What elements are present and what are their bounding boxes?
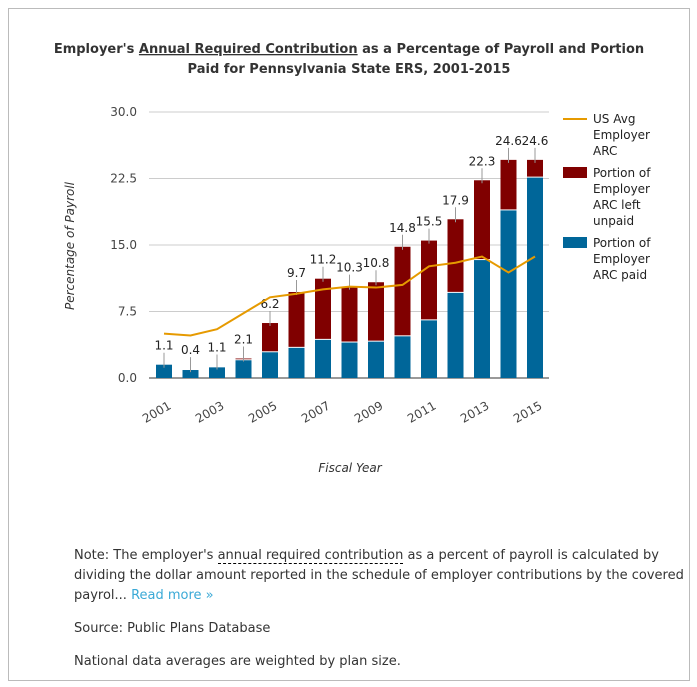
x-tick-label: 2013 bbox=[458, 398, 491, 425]
bar-unpaid-2009 bbox=[368, 282, 384, 341]
legend-label: US Avg bbox=[593, 112, 635, 126]
y-tick-label: 7.5 bbox=[118, 305, 137, 319]
bar-paid-2001 bbox=[156, 364, 172, 378]
y-tick-label: 15.0 bbox=[110, 238, 137, 252]
data-label: 14.8 bbox=[389, 221, 416, 235]
bar-paid-2013 bbox=[474, 260, 490, 378]
data-label: 11.2 bbox=[310, 253, 337, 267]
data-label: 6.2 bbox=[260, 297, 279, 311]
data-label: 10.8 bbox=[363, 256, 390, 270]
legend-label: ARC paid bbox=[593, 268, 647, 282]
y-tick-label: 22.5 bbox=[110, 172, 137, 186]
y-tick-label: 30.0 bbox=[110, 105, 137, 119]
x-tick-label: 2001 bbox=[140, 398, 173, 425]
bar-paid-2002 bbox=[182, 370, 199, 378]
weighting-text: National data averages are weighted by p… bbox=[74, 654, 401, 669]
bar-paid-2008 bbox=[341, 342, 358, 378]
legend-label: Employer bbox=[593, 128, 650, 142]
data-label: 24.6 bbox=[522, 134, 549, 148]
bar-unpaid-2014 bbox=[500, 159, 517, 210]
bar-unpaid-2006 bbox=[288, 291, 305, 347]
bar-unpaid-2010 bbox=[394, 246, 411, 336]
legend-label: Employer bbox=[593, 182, 650, 196]
bar-unpaid-2012 bbox=[447, 219, 464, 292]
x-tick-label: 2015 bbox=[511, 398, 544, 425]
x-tick-label: 2005 bbox=[246, 398, 279, 425]
data-label: 17.9 bbox=[442, 193, 469, 207]
bar-paid-2012 bbox=[447, 292, 464, 378]
x-tick-label: 2007 bbox=[299, 398, 332, 425]
us-avg-line bbox=[163, 255, 536, 337]
bar-paid-2015 bbox=[527, 177, 543, 378]
data-label: 22.3 bbox=[469, 154, 496, 168]
bar-paid-2014 bbox=[500, 210, 517, 378]
bar-paid-2006 bbox=[288, 347, 305, 378]
bar-unpaid-2015 bbox=[527, 159, 543, 177]
chart: Employer's Annual Required Contribution … bbox=[54, 42, 651, 475]
bar-paid-2010 bbox=[394, 336, 411, 378]
chart-card: Employer's Annual Required Contribution … bbox=[8, 8, 690, 681]
notes: Note: The employer's annual required con… bbox=[74, 546, 694, 685]
legend-label: Employer bbox=[593, 252, 650, 266]
x-tick-label: 2003 bbox=[193, 398, 226, 425]
bar-unpaid-2011 bbox=[421, 240, 437, 320]
y-axis-title: Percentage of Payroll bbox=[63, 181, 77, 310]
bar-paid-2007 bbox=[315, 339, 331, 378]
x-tick-label: 2011 bbox=[405, 398, 438, 425]
bar-unpaid-2013 bbox=[474, 180, 490, 260]
data-label: 9.7 bbox=[287, 266, 306, 280]
bar-paid-2004 bbox=[235, 360, 252, 378]
data-label: 15.5 bbox=[416, 215, 443, 229]
source-text: Source: Public Plans Database bbox=[74, 621, 271, 636]
y-tick-label: 0.0 bbox=[118, 371, 137, 385]
chart-title-line1: Employer's Annual Required Contribution … bbox=[54, 42, 644, 57]
chart-title-line2: Paid for Pennsylvania State ERS, 2001-20… bbox=[188, 62, 511, 77]
bar-paid-2003 bbox=[209, 367, 225, 378]
data-label: 24.6 bbox=[495, 134, 522, 148]
note-text: Note: The employer's annual required con… bbox=[74, 548, 684, 603]
data-label: 10.3 bbox=[336, 261, 363, 275]
arc-term[interactable]: annual required contribution bbox=[217, 548, 404, 564]
data-label: 0.4 bbox=[181, 343, 200, 357]
legend-swatch bbox=[563, 237, 587, 248]
legend-label: ARC bbox=[593, 144, 617, 158]
legend-label: unpaid bbox=[593, 214, 634, 228]
bar-paid-2011 bbox=[421, 320, 437, 378]
legend-swatch bbox=[563, 167, 587, 178]
x-axis-title: Fiscal Year bbox=[318, 461, 382, 475]
bar-unpaid-2008 bbox=[341, 286, 358, 342]
legend-label: Portion of bbox=[593, 236, 651, 250]
bar-paid-2009 bbox=[368, 341, 384, 378]
legend-label: ARC left bbox=[593, 198, 641, 212]
data-label: 2.1 bbox=[234, 332, 253, 346]
data-label: 1.1 bbox=[207, 340, 226, 354]
x-tick-label: 2009 bbox=[352, 398, 385, 425]
legend-label: Portion of bbox=[593, 166, 651, 180]
read-more-link[interactable]: Read more » bbox=[131, 588, 214, 603]
bar-unpaid-2007 bbox=[315, 278, 331, 339]
bar-unpaid-2005 bbox=[262, 323, 278, 352]
data-label: 1.1 bbox=[154, 339, 173, 353]
bar-paid-2005 bbox=[262, 352, 278, 378]
